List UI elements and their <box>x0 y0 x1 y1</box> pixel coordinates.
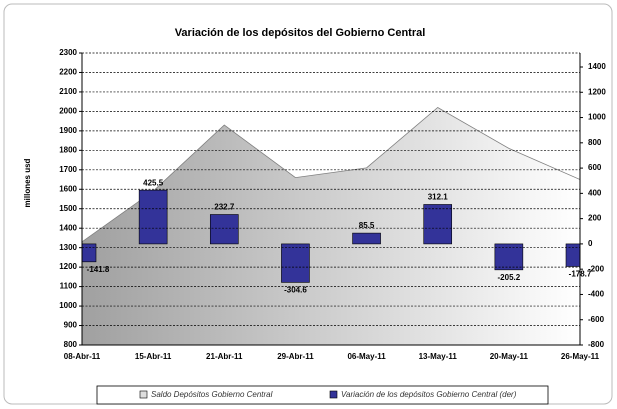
bar <box>423 204 453 245</box>
data-label: -205.2 <box>498 273 521 282</box>
y-axis-label: millones usd <box>23 158 32 207</box>
y-tick-label: 1400 <box>59 223 77 232</box>
y-tick-label: 800 <box>64 340 78 349</box>
y2-tick-label: 600 <box>588 163 602 172</box>
x-tick-label: 15-Abr-11 <box>135 352 172 361</box>
y-tick-label: 1700 <box>59 165 77 174</box>
y2-tick-label: 1400 <box>588 62 606 71</box>
y-tick-label: 2000 <box>59 107 77 116</box>
x-tick-label: 20-May-11 <box>490 352 529 361</box>
data-label: 232.7 <box>214 203 235 212</box>
bar <box>138 189 168 245</box>
bar <box>209 214 239 245</box>
y2-tick-label: -600 <box>588 315 605 324</box>
x-tick-label: 21-Abr-11 <box>206 352 243 361</box>
data-label: 312.1 <box>428 193 449 202</box>
y2-tick-label: -400 <box>588 290 605 299</box>
chart-title: Variación de los depósitos del Gobierno … <box>175 27 426 39</box>
x-tick-label: 29-Abr-11 <box>277 352 314 361</box>
y-tick-label: 2200 <box>59 68 77 77</box>
area <box>82 107 580 346</box>
y-tick-label: 1100 <box>60 282 78 291</box>
data-label: 425.5 <box>143 178 164 187</box>
x-tick-label: 13-May-11 <box>419 352 458 361</box>
y-tick-label: 1300 <box>59 243 77 252</box>
y2-tick-label: 1200 <box>588 87 606 96</box>
y-tick-label: 2100 <box>59 87 77 96</box>
data-label: 85.5 <box>359 221 375 230</box>
y2-tick-label: -200 <box>588 264 605 273</box>
bar <box>281 243 310 283</box>
y-tick-label: 1900 <box>59 126 77 135</box>
y-tick-label: 900 <box>64 321 78 330</box>
y-tick-label: 2300 <box>59 48 77 57</box>
y-tick-label: 1800 <box>59 145 77 154</box>
y-tick-label: 1500 <box>59 204 77 213</box>
bar <box>352 232 381 245</box>
y2-tick-label: 400 <box>588 188 602 197</box>
y-tick-label: 1000 <box>59 301 77 310</box>
bar <box>494 243 524 271</box>
bar <box>565 243 580 267</box>
legend <box>96 385 549 405</box>
legend-label: Saldo Depósitos Gobierno Central <box>151 390 273 399</box>
x-tick-label: 26-May-11 <box>561 352 600 361</box>
y2-tick-label: 800 <box>588 138 602 147</box>
data-label: -304.6 <box>284 286 307 295</box>
y2-tick-label: 0 <box>588 239 593 248</box>
y2-tick-label: -800 <box>588 340 605 349</box>
legend-swatch <box>139 390 148 399</box>
legend-swatch <box>329 390 338 399</box>
x-tick-label: 08-Abr-11 <box>64 352 101 361</box>
y2-tick-label: 200 <box>588 214 602 223</box>
y2-tick-label: 1000 <box>588 113 606 122</box>
x-tick-label: 06-May-11 <box>347 352 386 361</box>
y-tick-label: 1200 <box>59 262 77 271</box>
data-label: -141.8 <box>87 265 110 274</box>
y-tick-label: 1600 <box>59 184 77 193</box>
bar <box>82 243 97 263</box>
legend-label: Variación de los depósitos Gobierno Cent… <box>341 390 517 399</box>
